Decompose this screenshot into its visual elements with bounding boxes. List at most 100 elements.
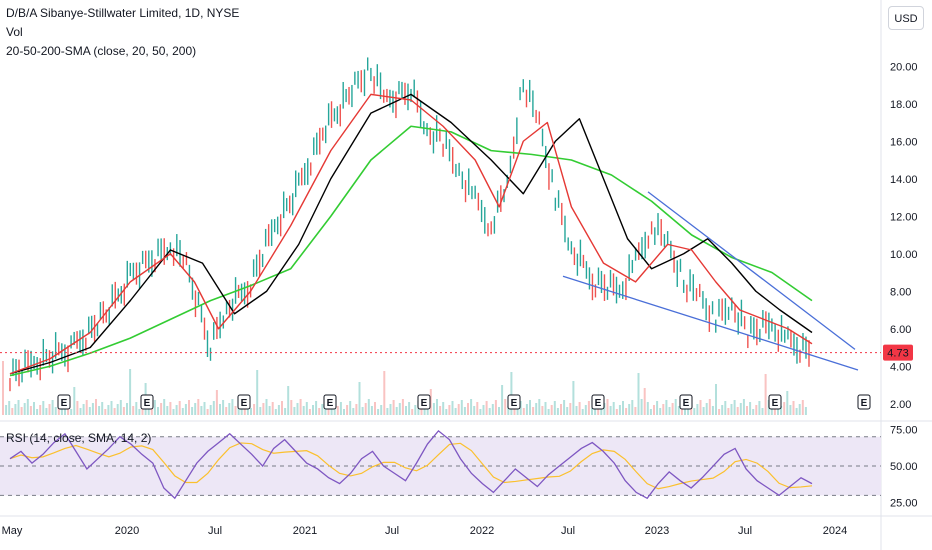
volume-bar — [321, 404, 324, 415]
volume-bar — [724, 401, 727, 415]
volume-bar — [250, 408, 252, 415]
volume-bar — [671, 403, 674, 415]
volume-bar — [163, 399, 166, 415]
rsi-axis-tick: 50.00 — [890, 461, 918, 473]
volume-bar — [445, 409, 448, 415]
volume-bar — [653, 405, 655, 415]
volume-bar — [82, 404, 85, 415]
volume-bar — [265, 399, 268, 415]
volume-bar — [126, 403, 128, 415]
price-axis-tick: 6.00 — [890, 324, 911, 336]
volume-bar — [634, 407, 637, 415]
volume-bar — [358, 382, 361, 415]
volume-bar — [742, 399, 745, 415]
rsi-label: RSI (14, close, SMA, 14, 2) — [6, 431, 152, 445]
volume-bar — [349, 401, 352, 415]
volume-bar — [612, 402, 615, 415]
volume-bar — [476, 402, 479, 415]
currency-button[interactable]: USD — [888, 6, 924, 30]
volume-bar — [29, 406, 32, 415]
volume-bar — [110, 401, 113, 415]
volume-bar — [625, 408, 628, 415]
earnings-marker-letter: E — [861, 398, 868, 409]
volume-bar — [153, 400, 156, 415]
price-axis-tick: 12.00 — [890, 211, 918, 223]
earnings-marker-letter: E — [61, 398, 68, 409]
volume-bar — [150, 404, 153, 415]
volume-bar — [442, 402, 445, 415]
volume-bar — [352, 408, 355, 415]
volume-bar — [575, 406, 578, 415]
time-axis-tick: Jul — [385, 525, 399, 537]
volume-bar — [374, 402, 376, 415]
volume-bar — [181, 408, 184, 415]
volume-bar — [628, 404, 631, 415]
volume-bar — [789, 405, 792, 415]
earnings-marker — [140, 394, 154, 410]
volume-bar — [615, 409, 618, 415]
earnings-marker — [679, 394, 693, 410]
volume-bar — [383, 371, 386, 415]
volume-bar — [761, 408, 764, 415]
volume-bar — [166, 406, 169, 415]
volume-bar — [649, 409, 652, 415]
sma-20-line — [9, 93, 813, 375]
volume-bar — [215, 390, 218, 415]
volume-bar — [259, 407, 262, 415]
volume-bar — [160, 403, 163, 415]
volume-bar — [780, 406, 783, 415]
volume-bar — [708, 399, 711, 415]
volume-bar — [547, 409, 550, 415]
volume-bar — [795, 408, 798, 415]
volume-bar — [640, 399, 643, 415]
volume-bar — [702, 407, 705, 415]
volume-bar — [584, 405, 587, 415]
volume-bar — [519, 401, 522, 415]
volume-bar — [88, 407, 91, 415]
volume-bar — [299, 399, 302, 415]
earnings-marker-letter: E — [772, 398, 779, 409]
volume-bar — [48, 404, 51, 415]
sma-200-line — [9, 125, 813, 377]
price-axis-tick: 18.00 — [890, 99, 918, 111]
volume-bar — [64, 406, 66, 415]
volume-bar — [501, 385, 504, 415]
earnings-marker-letter: E — [595, 398, 602, 409]
price-axis-tick: 16.00 — [890, 136, 918, 148]
volume-bar — [336, 406, 339, 415]
volume-bar — [401, 399, 404, 415]
volume-bar — [231, 399, 234, 415]
volume-bar — [116, 404, 119, 415]
volume-bar — [318, 408, 321, 415]
volume-bar — [135, 402, 138, 415]
volume-bar — [718, 409, 721, 415]
earnings-marker-letter: E — [327, 398, 334, 409]
volume-bar — [296, 403, 299, 415]
volume-bar — [39, 405, 42, 415]
volume-bar — [470, 399, 473, 415]
volume-bar — [665, 400, 668, 415]
volume-bar — [386, 408, 389, 415]
volume-bar — [380, 405, 383, 415]
volume-bar — [172, 409, 175, 415]
volume-bar — [804, 407, 807, 415]
volume-bar — [460, 400, 463, 415]
price-axis-tick: 2.00 — [890, 399, 911, 411]
volume-bar — [343, 409, 345, 415]
volume-bar — [302, 406, 305, 415]
volume-bar — [659, 408, 662, 415]
volume-bar — [668, 407, 671, 415]
volume-bar — [243, 405, 246, 415]
volume-bar — [631, 400, 634, 415]
volume-bar — [95, 399, 97, 415]
volume-bar — [693, 408, 696, 415]
earnings-marker — [417, 394, 431, 410]
price-axis-tick: 14.00 — [890, 174, 918, 186]
volume-bar — [370, 406, 373, 415]
price-axis-tick: 20.00 — [890, 61, 918, 73]
volume-bar — [758, 401, 761, 415]
volume-bar — [107, 405, 110, 415]
volume-bar — [473, 406, 476, 415]
time-axis-tick: 2024 — [823, 525, 847, 537]
